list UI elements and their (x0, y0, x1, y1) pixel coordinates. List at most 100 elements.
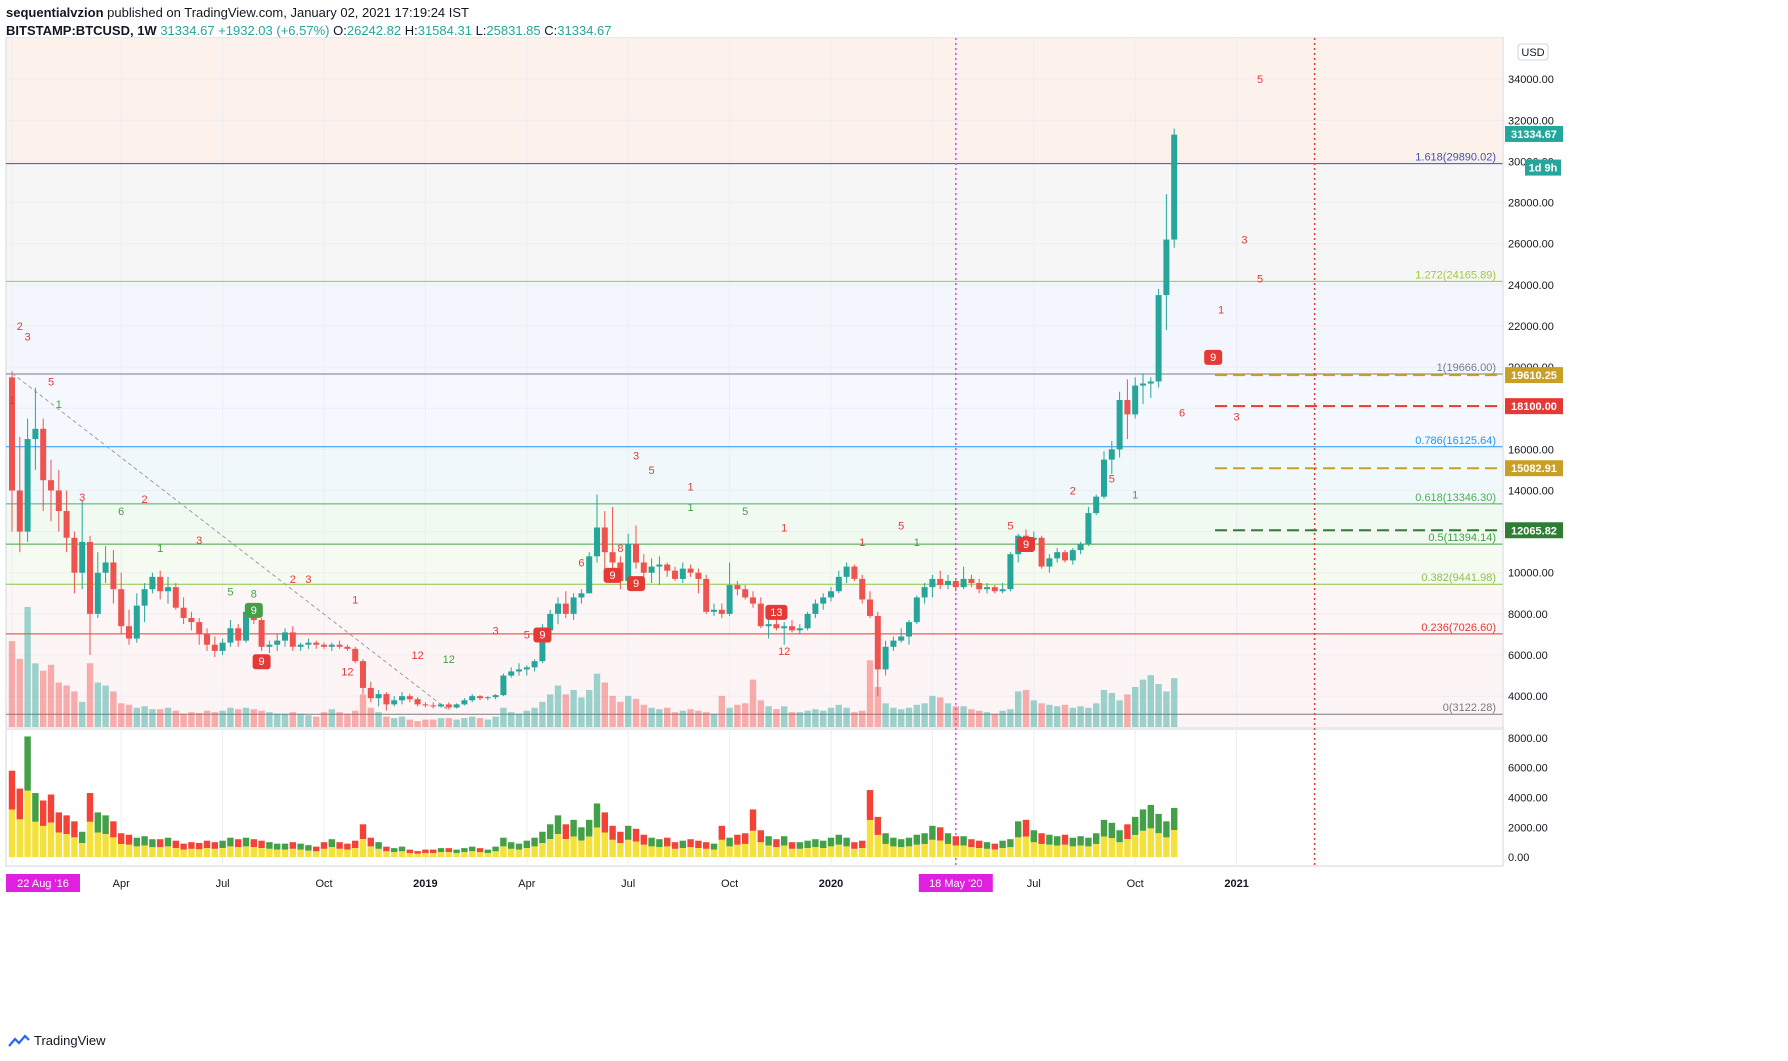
candle[interactable] (828, 587, 834, 602)
volume-bar[interactable] (1163, 821, 1170, 838)
candle[interactable] (672, 566, 678, 581)
candle[interactable] (196, 617, 203, 645)
volume-bar[interactable] (86, 793, 94, 822)
candle[interactable] (781, 622, 788, 645)
volume-bar[interactable] (313, 846, 320, 852)
candle[interactable] (55, 469, 62, 532)
setup-badge[interactable] (252, 654, 271, 670)
volume-bar[interactable] (430, 849, 437, 853)
volume-bar[interactable] (1069, 837, 1076, 847)
candle[interactable] (328, 642, 335, 651)
volume-bar[interactable] (1015, 821, 1022, 838)
candle[interactable] (516, 663, 522, 676)
volume-bar[interactable] (414, 851, 421, 854)
candle[interactable] (266, 640, 273, 653)
setup-badge[interactable] (1204, 349, 1223, 365)
volume-bar[interactable] (508, 842, 515, 849)
volume-bar[interactable] (118, 833, 125, 844)
candle[interactable] (360, 659, 366, 695)
volume-bar[interactable] (344, 843, 351, 850)
volume-bar[interactable] (765, 836, 772, 846)
volume-bar[interactable] (1155, 813, 1162, 834)
candle[interactable] (835, 570, 842, 594)
candle[interactable] (172, 583, 179, 610)
volume-bar[interactable] (734, 834, 741, 845)
candle[interactable] (968, 574, 975, 588)
candle[interactable] (188, 611, 195, 631)
candle[interactable] (258, 617, 265, 651)
volume-bar[interactable] (796, 842, 803, 849)
candle[interactable] (180, 597, 187, 625)
volume-bar[interactable] (79, 831, 86, 844)
candle[interactable] (1077, 541, 1084, 555)
volume-bar[interactable] (203, 840, 211, 849)
volume-bar[interactable] (445, 848, 452, 853)
candle[interactable] (757, 597, 764, 629)
volume-bar[interactable] (383, 846, 390, 852)
candle[interactable] (882, 640, 889, 676)
setup-badge[interactable] (603, 567, 622, 583)
candle[interactable] (1124, 379, 1131, 440)
candle[interactable] (204, 628, 210, 651)
volume-bar[interactable] (640, 834, 647, 845)
volume-bar[interactable] (94, 812, 101, 833)
candle[interactable] (1116, 391, 1123, 458)
volume-bar[interactable] (890, 837, 897, 847)
candle[interactable] (1038, 535, 1045, 569)
candle[interactable] (321, 642, 327, 649)
volume-bar[interactable] (1054, 836, 1061, 846)
volume-bar[interactable] (1038, 833, 1045, 844)
candle[interactable] (999, 583, 1006, 594)
candle[interactable] (126, 609, 132, 645)
volume-bar[interactable] (157, 839, 164, 848)
candle[interactable] (414, 697, 421, 707)
volume-bar[interactable] (235, 839, 242, 848)
volume-bar[interactable] (1132, 816, 1139, 835)
volume-bar[interactable] (110, 821, 117, 838)
candle[interactable] (508, 667, 515, 678)
candle[interactable] (1108, 441, 1115, 475)
volume-bar[interactable] (539, 831, 546, 844)
volume-bar[interactable] (937, 827, 944, 841)
volume-bar[interactable] (898, 839, 905, 848)
candle[interactable] (375, 689, 382, 707)
volume-bar[interactable] (32, 793, 39, 822)
candle[interactable] (367, 681, 374, 703)
candle[interactable] (399, 692, 405, 705)
volume-bar[interactable] (788, 842, 796, 849)
candle[interactable] (812, 599, 819, 618)
candle[interactable] (1140, 373, 1146, 405)
candle[interactable] (141, 583, 148, 623)
currency-button[interactable] (1517, 43, 1549, 61)
volume-bar[interactable] (866, 790, 874, 821)
volume-bar[interactable] (1100, 819, 1108, 837)
candle[interactable] (976, 578, 983, 594)
volume-bar[interactable] (297, 843, 304, 850)
volume-bar[interactable] (367, 837, 374, 847)
volume-bar[interactable] (531, 837, 538, 847)
volume-bar[interactable] (874, 816, 881, 835)
volume-bar[interactable] (398, 846, 406, 852)
candle[interactable] (71, 531, 78, 594)
volume-bar[interactable] (281, 843, 289, 850)
volume-bar[interactable] (1085, 837, 1092, 847)
candle[interactable] (601, 511, 608, 573)
candle[interactable] (469, 694, 476, 703)
candle[interactable] (921, 583, 928, 604)
volume-bar[interactable] (16, 788, 23, 820)
volume-bar[interactable] (695, 840, 702, 849)
candle[interactable] (235, 624, 242, 647)
candle[interactable] (734, 580, 741, 596)
volume-bar[interactable] (336, 842, 343, 849)
candle[interactable] (157, 570, 164, 600)
candle[interactable] (586, 552, 593, 594)
volume-bar[interactable] (149, 839, 156, 848)
volume-bar[interactable] (648, 837, 655, 847)
candle[interactable] (1147, 377, 1154, 398)
volume-bar[interactable] (63, 815, 70, 835)
candle[interactable] (165, 576, 171, 604)
volume-bar[interactable] (983, 842, 991, 849)
volume-bar[interactable] (305, 845, 312, 851)
volume-bar[interactable] (133, 837, 140, 847)
